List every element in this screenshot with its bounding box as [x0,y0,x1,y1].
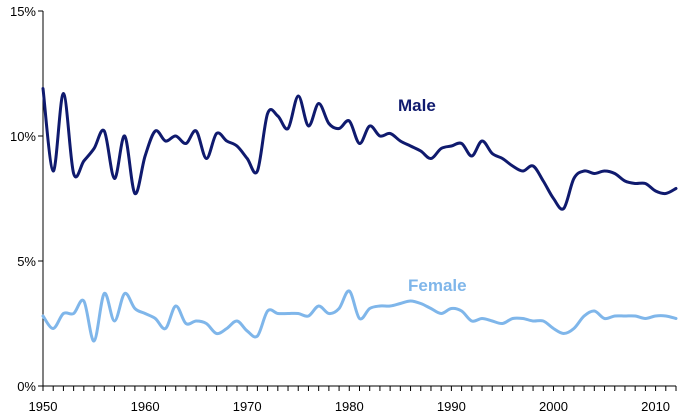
x-axis-ticks: 1950 1960 1970 1980 1990 2000 2010 [29,386,677,414]
series-label-female: Female [408,276,467,295]
series-line-female [41,289,678,343]
y-axis-ticks: 0% 5% 10% 15% [10,4,43,394]
series-lines [41,87,678,343]
y-tick-label: 5% [17,254,36,269]
x-tick-label: 1990 [437,399,466,414]
series-line-male [41,87,678,211]
x-tick-label: 1960 [131,399,160,414]
y-tick-label: 15% [10,4,36,19]
x-tick-label: 1950 [29,399,58,414]
x-tick-label: 2000 [539,399,568,414]
y-tick-label: 0% [17,379,36,394]
series-label-male: Male [398,96,436,115]
x-tick-label: 1980 [335,399,364,414]
axes [42,11,676,387]
x-tick-label: 2010 [641,399,670,414]
series-labels: Male Female [398,96,467,295]
y-tick-label: 10% [10,129,36,144]
x-tick-label: 1970 [233,399,262,414]
